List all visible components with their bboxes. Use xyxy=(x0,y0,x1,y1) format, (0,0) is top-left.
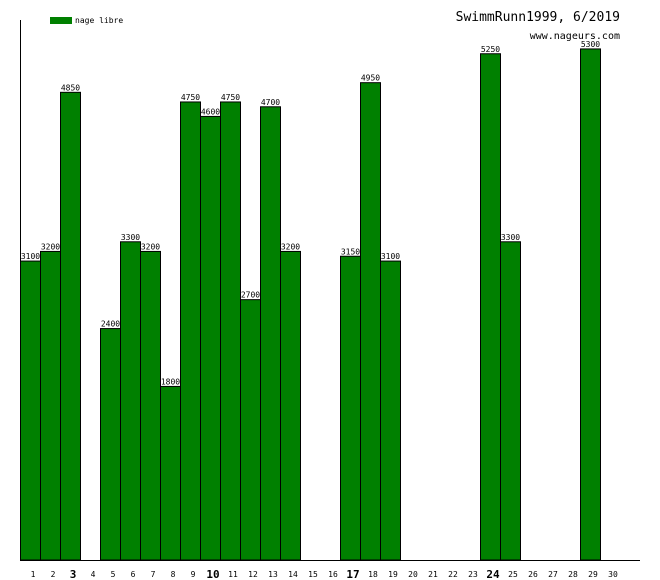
x-tick-label-4: 4 xyxy=(91,570,96,579)
bars-group xyxy=(20,48,601,561)
bar-value-label-5: 2400 xyxy=(101,320,120,329)
bar-day-2 xyxy=(40,250,61,561)
x-tick-label-22: 22 xyxy=(448,570,458,579)
x-tick-labels-group: 1 2 3 4 5 6 7 8 9 10 11 12 13 14 15 16 17 18 19 20 21 22 23 24 2… xyxy=(31,568,618,580)
x-tick-label-17: 17 xyxy=(346,568,359,580)
bar-day-24 xyxy=(480,53,501,561)
legend-label: nage libre xyxy=(75,16,124,25)
bar-day-13 xyxy=(260,106,281,561)
x-tick-label-25: 25 xyxy=(508,570,518,579)
x-tick-label-29: 29 xyxy=(588,570,598,579)
x-tick-label-19: 19 xyxy=(388,570,398,579)
bar-day-7 xyxy=(140,250,161,561)
x-tick-label-27: 27 xyxy=(548,570,558,579)
site-url: www.nageurs.com xyxy=(529,31,620,42)
x-tick-label-1: 1 xyxy=(31,570,36,579)
x-tick-label-7: 7 xyxy=(151,570,156,579)
bar-value-label-14: 3200 xyxy=(281,242,300,251)
x-tick-label-13: 13 xyxy=(268,570,278,579)
bar-value-label-25: 3300 xyxy=(501,233,520,242)
bar-day-25 xyxy=(500,241,521,561)
x-tick-label-15: 15 xyxy=(308,570,318,579)
bar-day-8 xyxy=(160,385,181,561)
bar-value-label-2: 3200 xyxy=(41,242,60,251)
x-tick-label-21: 21 xyxy=(428,570,438,579)
bar-value-label-6: 3300 xyxy=(121,233,140,242)
x-tick-label-18: 18 xyxy=(368,570,378,579)
bar-value-label-9: 4750 xyxy=(181,93,200,102)
x-tick-label-2: 2 xyxy=(51,570,56,579)
x-tick-label-26: 26 xyxy=(528,570,538,579)
bar-value-label-12: 2700 xyxy=(241,291,260,300)
bar-day-6 xyxy=(120,241,141,561)
x-tick-label-16: 16 xyxy=(328,570,338,579)
x-tick-label-6: 6 xyxy=(131,570,136,579)
x-tick-label-8: 8 xyxy=(171,570,176,579)
bar-day-19 xyxy=(380,260,401,561)
x-tick-label-23: 23 xyxy=(468,570,478,579)
bar-labels-group: 3100320048502400330032001800475046004750… xyxy=(21,40,600,386)
bar-day-18 xyxy=(360,82,381,561)
x-tick-label-24: 24 xyxy=(486,568,500,580)
x-tick-label-20: 20 xyxy=(408,570,418,579)
bar-value-label-11: 4750 xyxy=(221,93,240,102)
bar-day-14 xyxy=(280,250,301,561)
x-tick-label-30: 30 xyxy=(608,570,618,579)
bar-value-label-19: 3100 xyxy=(381,252,400,261)
legend: nage libre xyxy=(50,16,123,25)
bar-value-label-18: 4950 xyxy=(361,74,380,83)
bar-day-3 xyxy=(60,91,81,561)
bar-value-label-24: 5250 xyxy=(481,45,500,54)
bar-value-label-7: 3200 xyxy=(141,242,160,251)
chart-title: SwimmRunn1999, 6/2019 xyxy=(455,10,620,25)
bar-value-label-8: 1800 xyxy=(161,377,180,386)
bar-value-label-10: 4600 xyxy=(201,107,220,116)
x-tick-label-28: 28 xyxy=(568,570,578,579)
bar-day-12 xyxy=(240,299,261,561)
bar-value-label-1: 3100 xyxy=(21,252,40,261)
x-tick-label-11: 11 xyxy=(228,570,238,579)
legend-swatch xyxy=(50,17,72,24)
bar-value-label-17: 3150 xyxy=(341,247,360,256)
bar-day-9 xyxy=(180,101,201,561)
x-tick-label-3: 3 xyxy=(70,568,77,580)
bar-day-1 xyxy=(20,260,41,561)
bar-value-label-3: 4850 xyxy=(61,83,80,92)
x-tick-label-9: 9 xyxy=(191,570,196,579)
bar-day-10 xyxy=(200,115,221,561)
x-tick-label-10: 10 xyxy=(206,568,219,580)
bar-value-label-29: 5300 xyxy=(581,40,600,49)
bar-day-11 xyxy=(220,101,241,561)
bar-day-17 xyxy=(340,255,361,561)
bar-value-label-13: 4700 xyxy=(261,98,280,107)
x-tick-label-14: 14 xyxy=(288,570,298,579)
x-tick-label-12: 12 xyxy=(248,570,258,579)
bar-day-5 xyxy=(100,328,121,561)
bar-day-29 xyxy=(580,48,601,561)
x-tick-label-5: 5 xyxy=(111,570,116,579)
